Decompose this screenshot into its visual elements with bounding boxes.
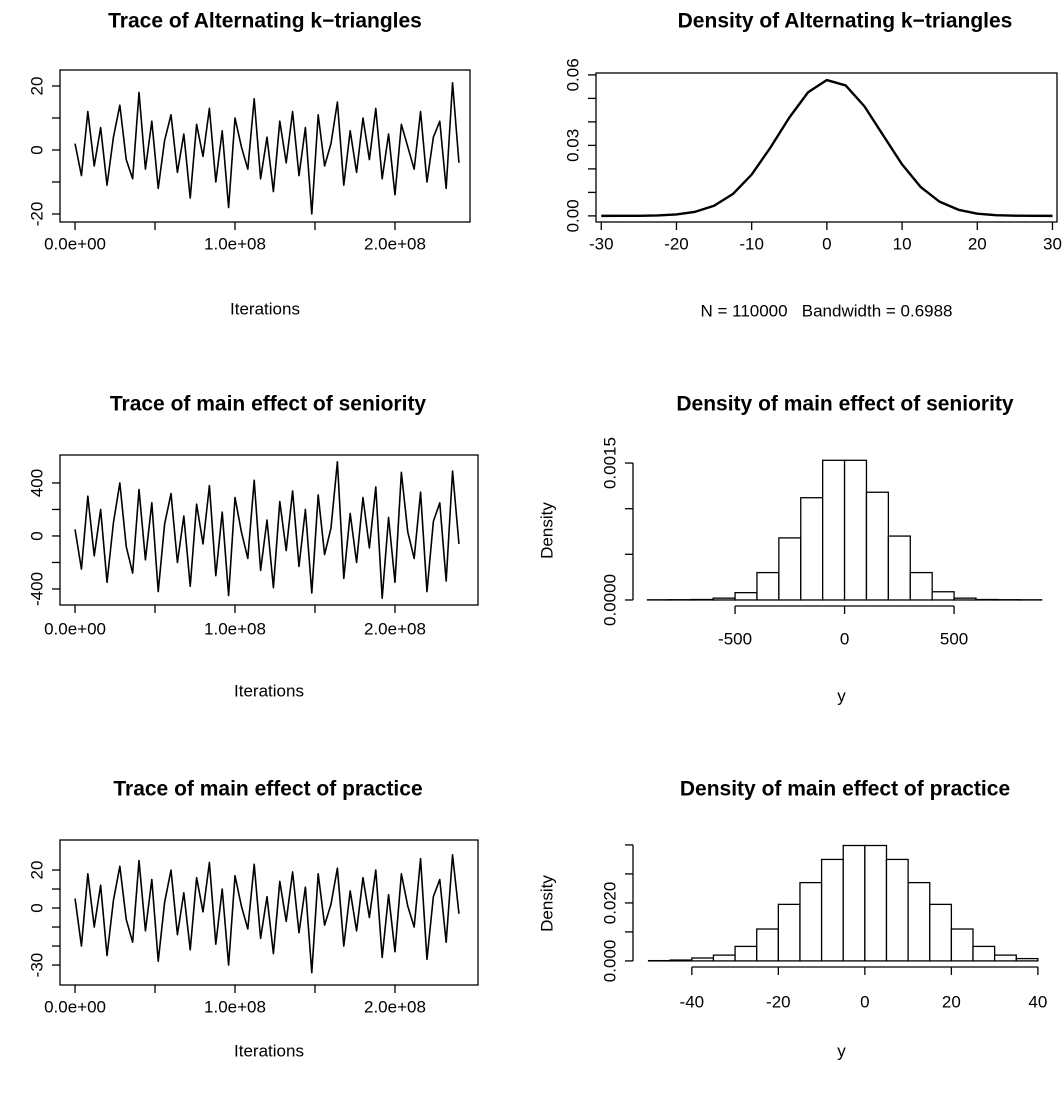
y-tick-label: 0.000 — [600, 940, 619, 983]
histogram-bar — [843, 459, 868, 601]
y-tick-label: 0 — [27, 145, 46, 154]
y-tick-label: -30 — [27, 953, 46, 978]
histogram-bar — [1015, 957, 1039, 962]
histogram-bar — [778, 537, 802, 601]
panel-title: Density of Alternating k−triangles — [678, 10, 1013, 33]
y-tick-label: 0.03 — [563, 129, 582, 162]
histogram-bar — [931, 591, 955, 601]
x-axis-label: Iterations — [234, 1041, 304, 1060]
y-tick-label: -400 — [27, 572, 46, 606]
x-tick-label: -40 — [680, 992, 705, 1011]
x-tick-label: -30 — [589, 234, 614, 253]
x-tick-label: 1.0e+08 — [204, 234, 266, 253]
x-tick-label: 10 — [893, 234, 912, 253]
y-tick-label: 0.06 — [563, 58, 582, 91]
panel-title: Trace of Alternating k−triangles — [108, 10, 422, 33]
histogram-bar — [929, 903, 953, 962]
y-tick-label: 0.020 — [600, 882, 619, 925]
x-tick-label: 40 — [1028, 992, 1047, 1011]
x-axis-label: Iterations — [234, 681, 304, 700]
plot-box — [595, 72, 1058, 223]
histogram-bar — [799, 881, 823, 962]
histogram-bar — [734, 945, 758, 962]
histogram-bar — [993, 954, 1017, 962]
histogram-bar — [734, 592, 758, 601]
x-axis-label: y — [837, 1041, 846, 1060]
histogram-bar — [691, 957, 715, 962]
panel: Density of main effect of seniority y Dens… — [537, 393, 1043, 705]
y-tick-label: 0.0015 — [600, 437, 619, 489]
histogram-bar — [887, 535, 911, 601]
plot-box — [59, 69, 471, 223]
data-line — [74, 82, 460, 215]
histogram-bar — [885, 858, 909, 962]
y-tick-label: 20 — [27, 861, 46, 880]
histogram-bar — [712, 597, 736, 601]
x-tick-label: 500 — [940, 629, 968, 648]
x-axis-label: Iterations — [230, 299, 300, 318]
data-line — [74, 460, 460, 600]
x-tick-label: 0.0e+00 — [44, 234, 106, 253]
panel-title: Trace of main effect of practice — [113, 778, 422, 801]
histogram-bar — [950, 928, 974, 962]
histogram-bar — [800, 497, 824, 601]
x-tick-label: -20 — [766, 992, 791, 1011]
y-tick-label: 0.00 — [563, 199, 582, 232]
y-tick-label: 0.0000 — [600, 574, 619, 626]
y-tick-label: 0 — [27, 903, 46, 912]
histogram-bar — [865, 491, 890, 601]
histogram-bar — [972, 945, 996, 962]
plot-box — [59, 454, 479, 606]
x-tick-label: 2.0e+08 — [364, 619, 426, 638]
x-tick-label: 30 — [1043, 234, 1062, 253]
panel-title: Density of main effect of seniority — [676, 393, 1014, 416]
panel: Density of main effect of practice y Densi… — [537, 778, 1047, 1061]
histogram-bar — [777, 903, 801, 962]
panel: Trace of main effect of practice Iteratio… — [27, 778, 479, 1060]
x-tick-label: 0.0e+00 — [44, 997, 106, 1016]
panel-title: Density of main effect of practice — [680, 778, 1010, 801]
x-tick-label: 2.0e+08 — [364, 234, 426, 253]
histogram-bar — [907, 881, 931, 962]
panel: Density of Alternating k−triangles N = 11… — [563, 10, 1061, 321]
y-tick-label: 20 — [27, 77, 46, 96]
y-axis-label: Density — [537, 875, 556, 932]
x-axis-label: N = 110000 Bandwidth = 0.6988 — [700, 301, 952, 320]
x-tick-label: -500 — [718, 629, 752, 648]
histogram-bar — [669, 959, 693, 962]
histogram-bar — [756, 571, 780, 601]
x-tick-label: 20 — [968, 234, 987, 253]
x-tick-label: 20 — [942, 992, 961, 1011]
y-axis-label: Density — [537, 502, 556, 559]
histogram-bar — [820, 858, 844, 962]
x-tick-label: -10 — [739, 234, 764, 253]
x-tick-label: 0 — [840, 629, 849, 648]
data-line — [74, 854, 460, 974]
histogram-bar — [909, 571, 933, 601]
x-tick-label: 0 — [860, 992, 869, 1011]
histogram-bar — [864, 844, 888, 962]
panel: Trace of main effect of seniority Iterati… — [27, 393, 479, 700]
y-tick-label: -20 — [27, 202, 46, 227]
x-axis-label: y — [837, 686, 846, 705]
histogram-bar — [822, 459, 846, 601]
plot-box — [59, 839, 479, 986]
x-tick-label: 1.0e+08 — [204, 997, 266, 1016]
histogram-bar — [842, 844, 866, 962]
x-tick-label: 1.0e+08 — [204, 619, 266, 638]
y-tick-label: 400 — [27, 469, 46, 497]
panel-title: Trace of main effect of seniority — [110, 393, 427, 416]
histogram-bar — [756, 928, 779, 962]
x-tick-label: 0.0e+00 — [44, 619, 106, 638]
x-tick-label: 2.0e+08 — [364, 997, 426, 1016]
y-tick-label: 0 — [27, 531, 46, 540]
data-line — [601, 78, 1053, 218]
x-tick-label: -20 — [664, 234, 689, 253]
x-tick-label: 0 — [822, 234, 831, 253]
panel: Trace of Alternating k−triangles Iteratio… — [27, 10, 471, 318]
histogram-bar — [953, 597, 977, 601]
histogram-bar — [712, 954, 736, 962]
